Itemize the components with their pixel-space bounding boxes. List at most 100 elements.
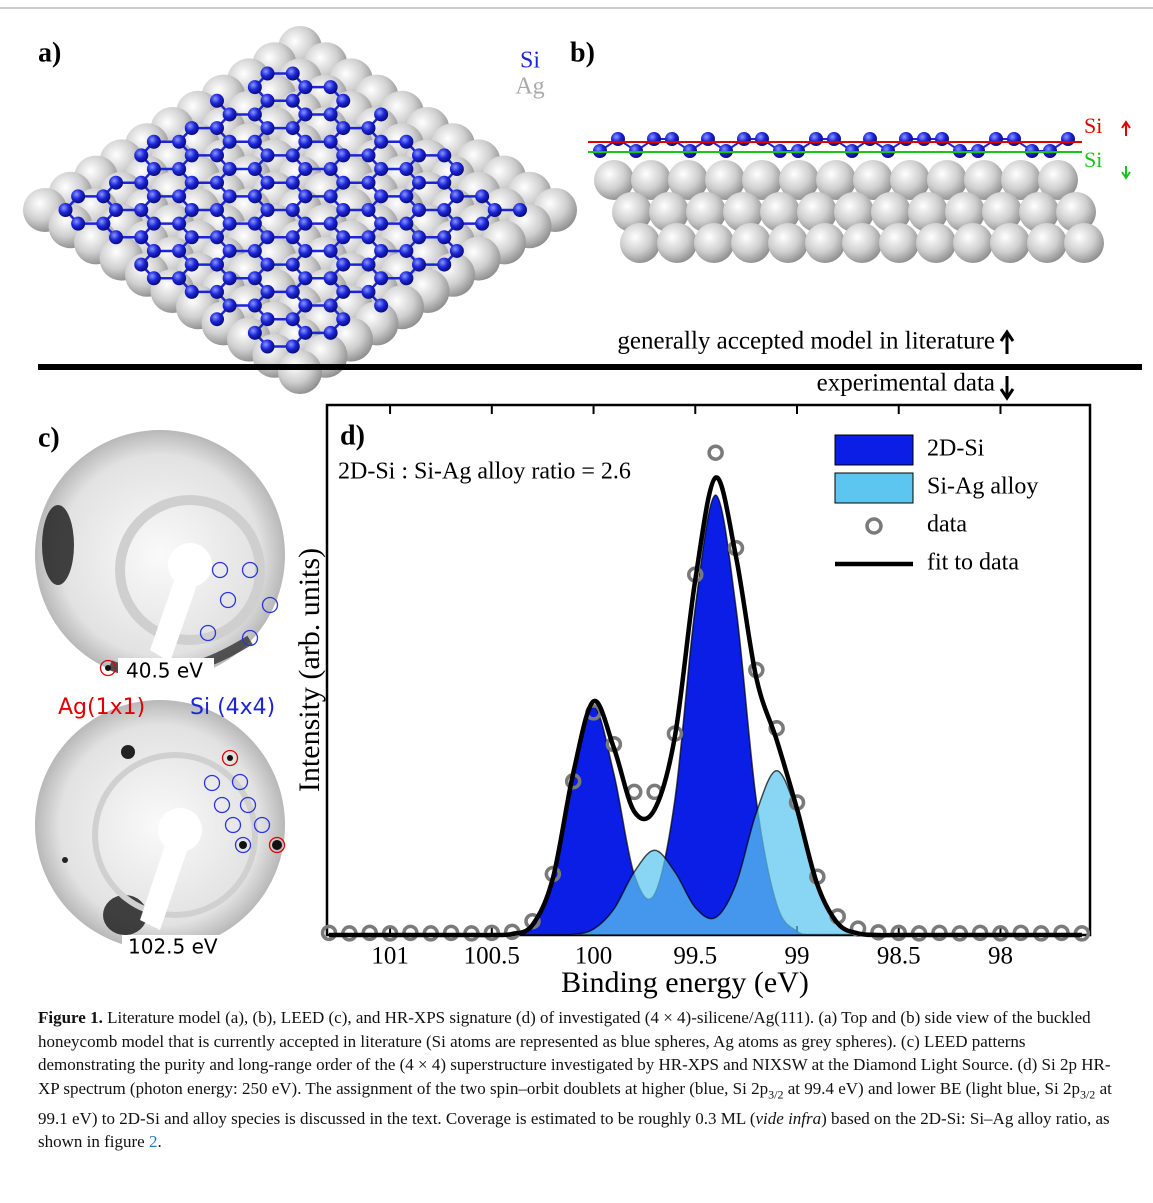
si-atom xyxy=(298,189,312,203)
si-atom xyxy=(185,203,199,217)
si-atom xyxy=(134,203,148,217)
si-atom xyxy=(611,132,625,146)
si-atom xyxy=(809,132,823,146)
si-atom xyxy=(248,299,262,313)
leed-legend-ag: Ag(1x1) xyxy=(58,695,145,720)
si-atom xyxy=(210,312,224,326)
si-atom xyxy=(172,189,186,203)
panel-label: a) xyxy=(38,37,61,68)
top-view-model xyxy=(23,26,577,394)
si-atom xyxy=(261,121,275,135)
si-atom xyxy=(134,176,148,190)
si-atom xyxy=(223,135,237,149)
si-atom xyxy=(286,230,300,244)
si-atom xyxy=(185,285,199,299)
si-atom xyxy=(399,217,413,231)
ag-atom xyxy=(1027,223,1067,263)
si-atom xyxy=(362,148,376,162)
si-atom xyxy=(261,258,275,272)
si-atom xyxy=(286,203,300,217)
leed-spot xyxy=(42,505,74,585)
data-point xyxy=(709,446,722,459)
si-atom xyxy=(261,230,275,244)
ag-atom xyxy=(1064,223,1104,263)
si-atom xyxy=(210,176,224,190)
caption-text: at 99.4 eV) and lower BE (light blue, Si… xyxy=(783,1079,1080,1098)
si-atom xyxy=(437,258,451,272)
leed-gun xyxy=(158,808,202,852)
si-atom xyxy=(374,217,388,231)
si-atom xyxy=(286,121,300,135)
si-atom xyxy=(412,230,426,244)
si-atom xyxy=(362,121,376,135)
si-atom xyxy=(286,258,300,272)
x-tick-label: 99 xyxy=(785,943,810,970)
si-atom xyxy=(336,285,350,299)
ag-atom xyxy=(879,223,919,263)
leed-spot xyxy=(239,841,247,849)
figure: a) Si Ag b) Si Si generally accepted mod… xyxy=(0,0,1153,1000)
si-atom xyxy=(899,132,913,146)
si-atom xyxy=(71,189,85,203)
ag-atom xyxy=(731,223,771,263)
si-atom xyxy=(185,258,199,272)
down-arrow xyxy=(1001,376,1013,398)
down-arrow xyxy=(1122,166,1130,178)
si-atom xyxy=(172,271,186,285)
si-atom xyxy=(374,271,388,285)
si-atom xyxy=(989,132,1003,146)
si-atom xyxy=(286,94,300,108)
si-atom xyxy=(513,203,527,217)
si-atom xyxy=(412,148,426,162)
si-atom xyxy=(59,203,73,217)
si-atom xyxy=(172,135,186,149)
si-atom xyxy=(248,326,262,340)
si-atom xyxy=(210,94,224,108)
si-atom xyxy=(223,271,237,285)
si-atom xyxy=(210,121,224,135)
si-atom xyxy=(298,135,312,149)
si-atom xyxy=(324,107,338,121)
caption-bold: Figure 1. xyxy=(38,1008,103,1027)
si-atom xyxy=(336,258,350,272)
caption-sub: 3/2 xyxy=(768,1087,783,1101)
si-atom xyxy=(336,176,350,190)
si-atom xyxy=(362,258,376,272)
divider-lower-text: experimental data xyxy=(817,370,995,397)
caption-text: . xyxy=(157,1132,161,1151)
si-atom xyxy=(96,189,110,203)
si-atom xyxy=(737,132,751,146)
divider-upper-text: generally accepted model in literature xyxy=(617,328,995,355)
si-atom xyxy=(336,230,350,244)
si-atom xyxy=(286,285,300,299)
figure-caption: Figure 1. Literature model (a), (b), LEE… xyxy=(38,1006,1118,1154)
si-atom xyxy=(374,162,388,176)
si-atom xyxy=(374,244,388,258)
energy-label: 102.5 eV xyxy=(128,935,218,959)
si-atom xyxy=(261,67,275,81)
si-atom xyxy=(647,132,661,146)
y-axis-label: Intensity (arb. units) xyxy=(293,548,326,792)
si-atom xyxy=(412,258,426,272)
si-atom xyxy=(450,244,464,258)
si-atom xyxy=(286,148,300,162)
si-atom xyxy=(701,132,715,146)
leed-spot xyxy=(121,745,135,759)
si-atom xyxy=(399,271,413,285)
si-atom xyxy=(210,148,224,162)
si-atom xyxy=(210,285,224,299)
si-atom xyxy=(1007,132,1021,146)
si-atom xyxy=(336,312,350,326)
si-atom xyxy=(147,244,161,258)
si-atom xyxy=(362,203,376,217)
si-atom xyxy=(261,94,275,108)
si-atom xyxy=(286,176,300,190)
si-atom xyxy=(147,271,161,285)
si-atom xyxy=(324,162,338,176)
si-atom xyxy=(172,217,186,231)
si-atom xyxy=(248,217,262,231)
panel-label: d) xyxy=(340,420,365,451)
si-atom xyxy=(374,107,388,121)
si-atom xyxy=(450,162,464,176)
si-atom xyxy=(935,132,949,146)
